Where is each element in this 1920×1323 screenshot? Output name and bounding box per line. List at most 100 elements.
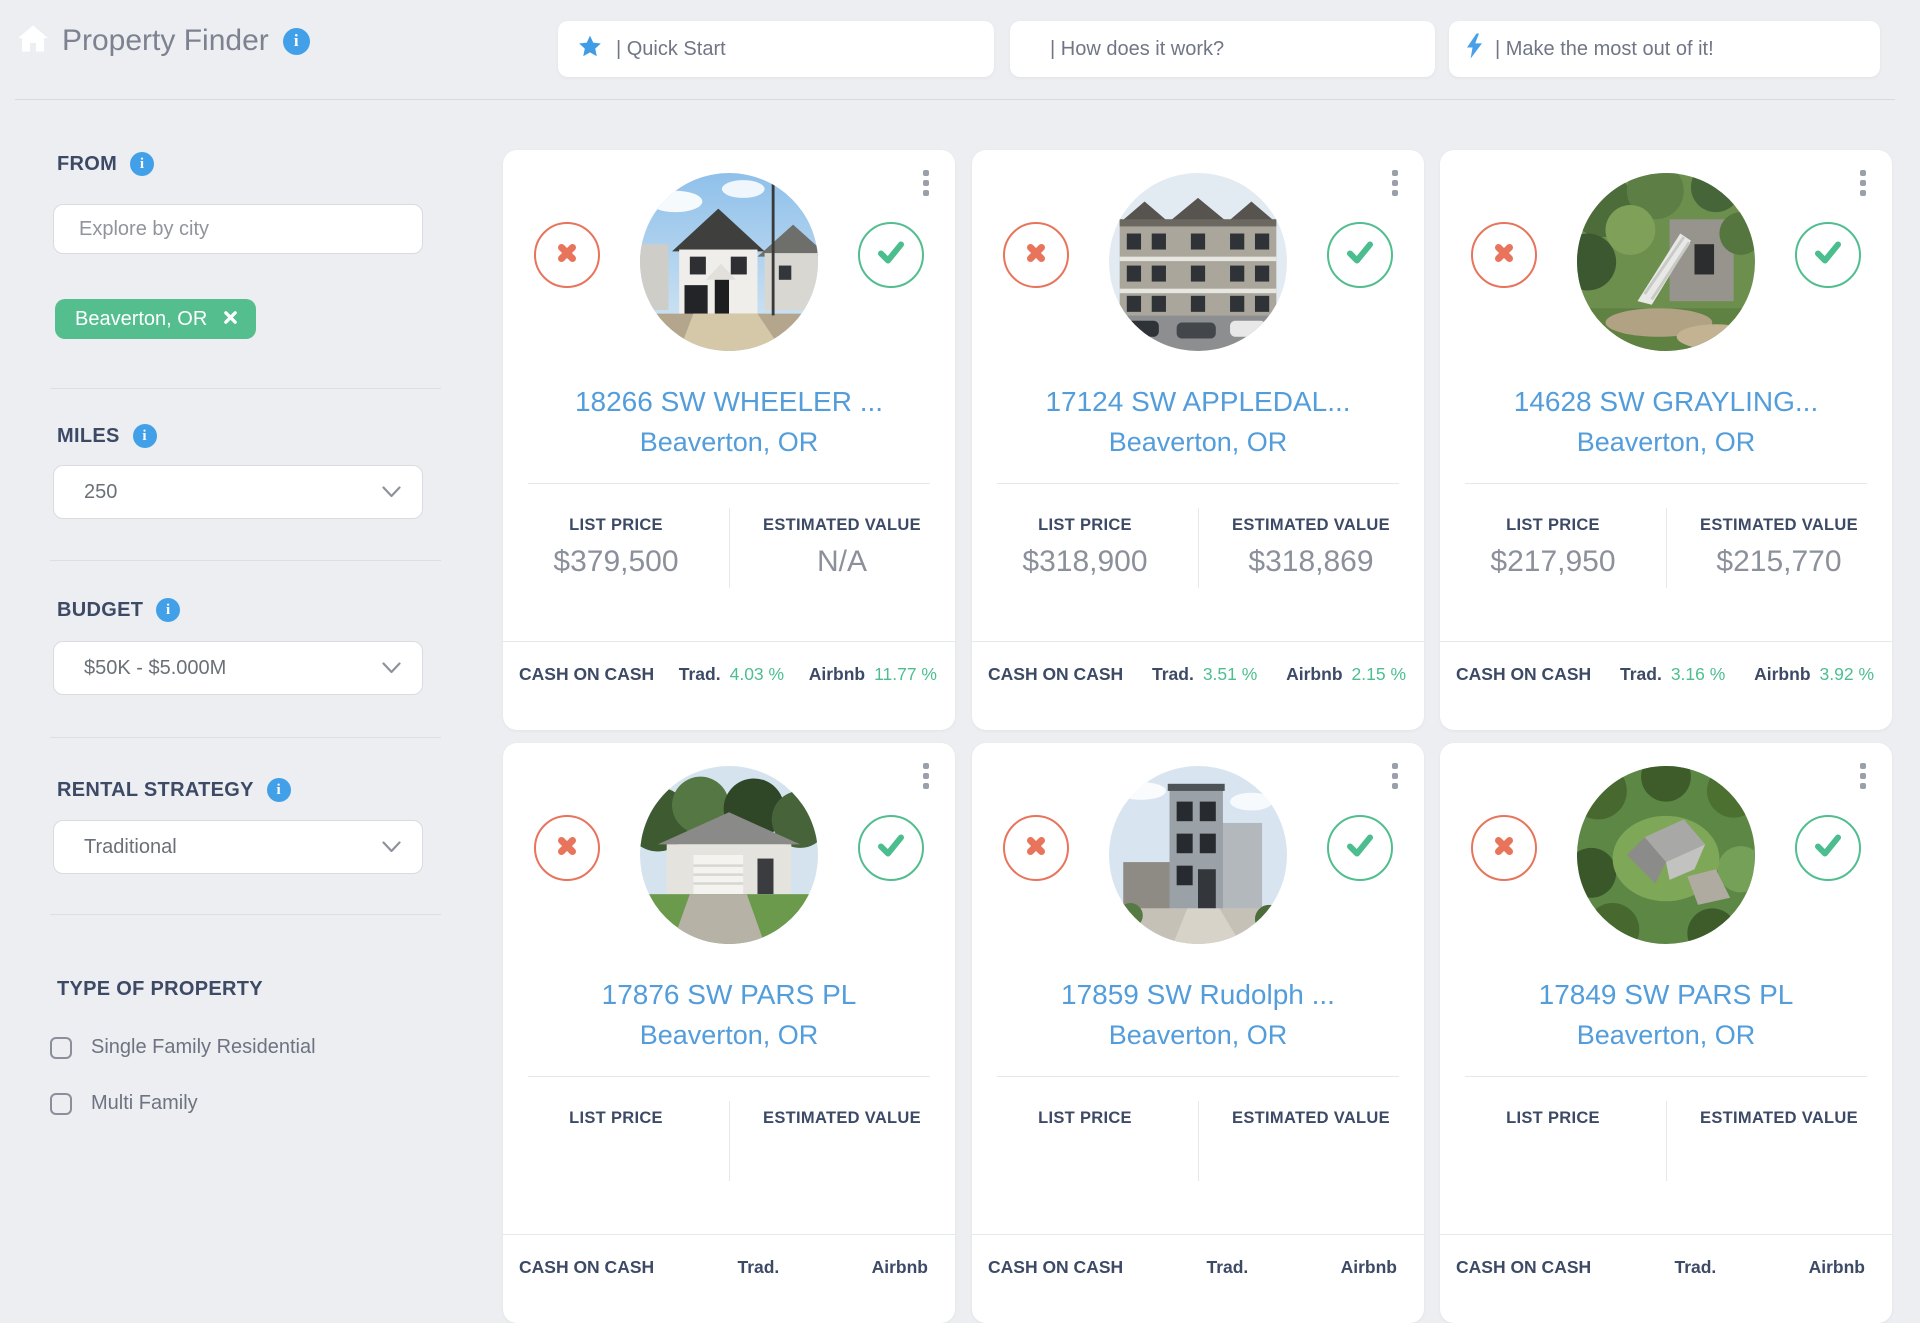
kebab-menu-icon[interactable] xyxy=(1856,759,1870,793)
kebab-menu-icon[interactable] xyxy=(919,759,933,793)
address-link[interactable]: 17849 SW PARS PL xyxy=(1538,979,1794,1010)
reject-property-button[interactable] xyxy=(1003,815,1069,881)
property-photo[interactable] xyxy=(640,173,818,351)
property-photo[interactable] xyxy=(640,766,818,944)
property-card: 14628 SW GRAYLING... Beaverton, OR LIST … xyxy=(1440,150,1892,730)
card-divider xyxy=(503,1234,955,1235)
quick-start-label: | Quick Start xyxy=(616,37,726,60)
checkbox-icon[interactable] xyxy=(50,1092,72,1115)
property-address: 17859 SW Rudolph ... Beaverton, OR xyxy=(972,975,1424,1055)
reject-property-button[interactable] xyxy=(534,815,600,881)
info-icon[interactable]: i xyxy=(130,152,155,176)
property-photo[interactable] xyxy=(1577,173,1755,351)
explore-by-city-input[interactable] xyxy=(53,204,423,254)
info-icon[interactable]: i xyxy=(266,778,291,802)
trad-coc-value: 4.03 % xyxy=(729,663,785,684)
trad-coc-value: 3.16 % xyxy=(1670,663,1726,684)
property-address: 18266 SW WHEELER ... Beaverton, OR xyxy=(503,382,955,462)
reject-property-button[interactable] xyxy=(1003,222,1069,288)
card-divider xyxy=(972,1234,1424,1235)
airbnb-label: Airbnb xyxy=(1808,1256,1865,1277)
checkbox-icon[interactable] xyxy=(50,1036,72,1059)
estimated-value-label: ESTIMATED VALUE xyxy=(1232,1109,1390,1127)
property-photo[interactable] xyxy=(1577,766,1755,944)
info-icon[interactable]: i xyxy=(132,424,157,448)
card-vertical-divider xyxy=(1198,508,1199,588)
card-divider xyxy=(1440,1234,1892,1235)
list-price-label: LIST PRICE xyxy=(1038,516,1132,534)
list-price-label: LIST PRICE xyxy=(1506,1109,1600,1127)
city-chip-label: Beaverton, OR xyxy=(75,307,208,330)
from-label-row: FROM i xyxy=(57,152,155,176)
estimated-value-label: ESTIMATED VALUE xyxy=(1232,516,1390,534)
card-divider xyxy=(972,641,1424,642)
accept-property-button[interactable] xyxy=(1795,815,1861,881)
cash-on-cash-row: CASH ON CASH Trad. Airbnb xyxy=(988,1243,1406,1291)
quick-start-button[interactable]: | Quick Start xyxy=(558,21,994,77)
accept-property-button[interactable] xyxy=(858,815,924,881)
sidebar-divider xyxy=(50,388,441,389)
card-divider xyxy=(1465,483,1867,484)
property-photo[interactable] xyxy=(1109,173,1287,351)
address-city: Beaverton, OR xyxy=(1108,427,1288,457)
budget-select-value: $50K - $5.000M xyxy=(84,656,227,679)
kebab-menu-icon[interactable] xyxy=(1388,166,1402,200)
reject-property-button[interactable] xyxy=(1471,815,1537,881)
budget-select[interactable]: $50K - $5.000M xyxy=(53,641,423,695)
list-price-label: LIST PRICE xyxy=(569,1109,663,1127)
reject-property-button[interactable] xyxy=(1471,222,1537,288)
airbnb-label: Airbnb xyxy=(1754,663,1811,684)
address-link[interactable]: 17859 SW Rudolph ... xyxy=(1061,979,1335,1010)
card-divider xyxy=(997,483,1399,484)
address-link[interactable]: 17124 SW APPLEDAL... xyxy=(1045,386,1351,417)
estimated-value: $318,869 xyxy=(1248,545,1374,578)
property-card: 17876 SW PARS PL Beaverton, OR LIST PRIC… xyxy=(503,743,955,1323)
check-icon xyxy=(1811,831,1845,865)
kebab-menu-icon[interactable] xyxy=(1856,166,1870,200)
city-chip[interactable]: Beaverton, OR xyxy=(55,299,257,339)
property-card: 17859 SW Rudolph ... Beaverton, OR LIST … xyxy=(972,743,1424,1323)
x-icon xyxy=(552,238,582,273)
card-vertical-divider xyxy=(729,508,730,588)
chevron-down-icon xyxy=(382,657,401,680)
trad-label: Trad. xyxy=(678,663,721,684)
sidebar-divider xyxy=(50,560,441,561)
sidebar-divider xyxy=(50,737,441,738)
make-the-most-button[interactable]: | Make the most out of it! xyxy=(1449,21,1880,77)
property-photo[interactable] xyxy=(1109,766,1287,944)
card-vertical-divider xyxy=(1666,1101,1667,1181)
checkbox-multi-family[interactable]: Multi Family xyxy=(50,1092,198,1115)
rental-strategy-label: RENTAL STRATEGY xyxy=(57,778,254,801)
card-divider xyxy=(1465,1076,1867,1077)
page-title: Property Finder xyxy=(62,24,269,57)
accept-property-button[interactable] xyxy=(1795,222,1861,288)
chip-remove-icon[interactable] xyxy=(223,308,238,331)
address-link[interactable]: 17876 SW PARS PL xyxy=(601,979,857,1010)
rental-strategy-select[interactable]: Traditional xyxy=(53,820,423,874)
kebab-menu-icon[interactable] xyxy=(919,166,933,200)
reject-property-button[interactable] xyxy=(534,222,600,288)
info-icon[interactable]: i xyxy=(156,598,181,622)
accept-property-button[interactable] xyxy=(1327,815,1393,881)
x-icon xyxy=(1489,238,1519,273)
address-link[interactable]: 18266 SW WHEELER ... xyxy=(574,386,884,417)
rental-strategy-label-row: RENTAL STRATEGY i xyxy=(57,778,291,802)
estimated-value-label: ESTIMATED VALUE xyxy=(763,516,921,534)
cash-on-cash-label: CASH ON CASH xyxy=(988,1256,1124,1277)
kebab-menu-icon[interactable] xyxy=(1388,759,1402,793)
miles-label: MILES xyxy=(57,424,120,447)
how-does-it-work-button[interactable]: | How does it work? xyxy=(1010,21,1435,77)
info-icon[interactable]: i xyxy=(282,27,310,55)
miles-select[interactable]: 250 xyxy=(53,465,423,519)
accept-property-button[interactable] xyxy=(1327,222,1393,288)
accept-property-button[interactable] xyxy=(858,222,924,288)
cash-on-cash-row: CASH ON CASH Trad. 3.51 % Airbnb 2.15 % xyxy=(988,650,1406,698)
card-divider xyxy=(528,1076,930,1077)
checkbox-single-family[interactable]: Single Family Residential xyxy=(50,1036,316,1059)
airbnb-coc-value: 11.77 % xyxy=(874,663,937,684)
address-link[interactable]: 14628 SW GRAYLING... xyxy=(1513,386,1819,417)
card-divider xyxy=(1440,641,1892,642)
trad-label: Trad. xyxy=(1151,663,1194,684)
airbnb-coc-value: 3.92 % xyxy=(1819,663,1874,684)
card-divider xyxy=(997,1076,1399,1077)
